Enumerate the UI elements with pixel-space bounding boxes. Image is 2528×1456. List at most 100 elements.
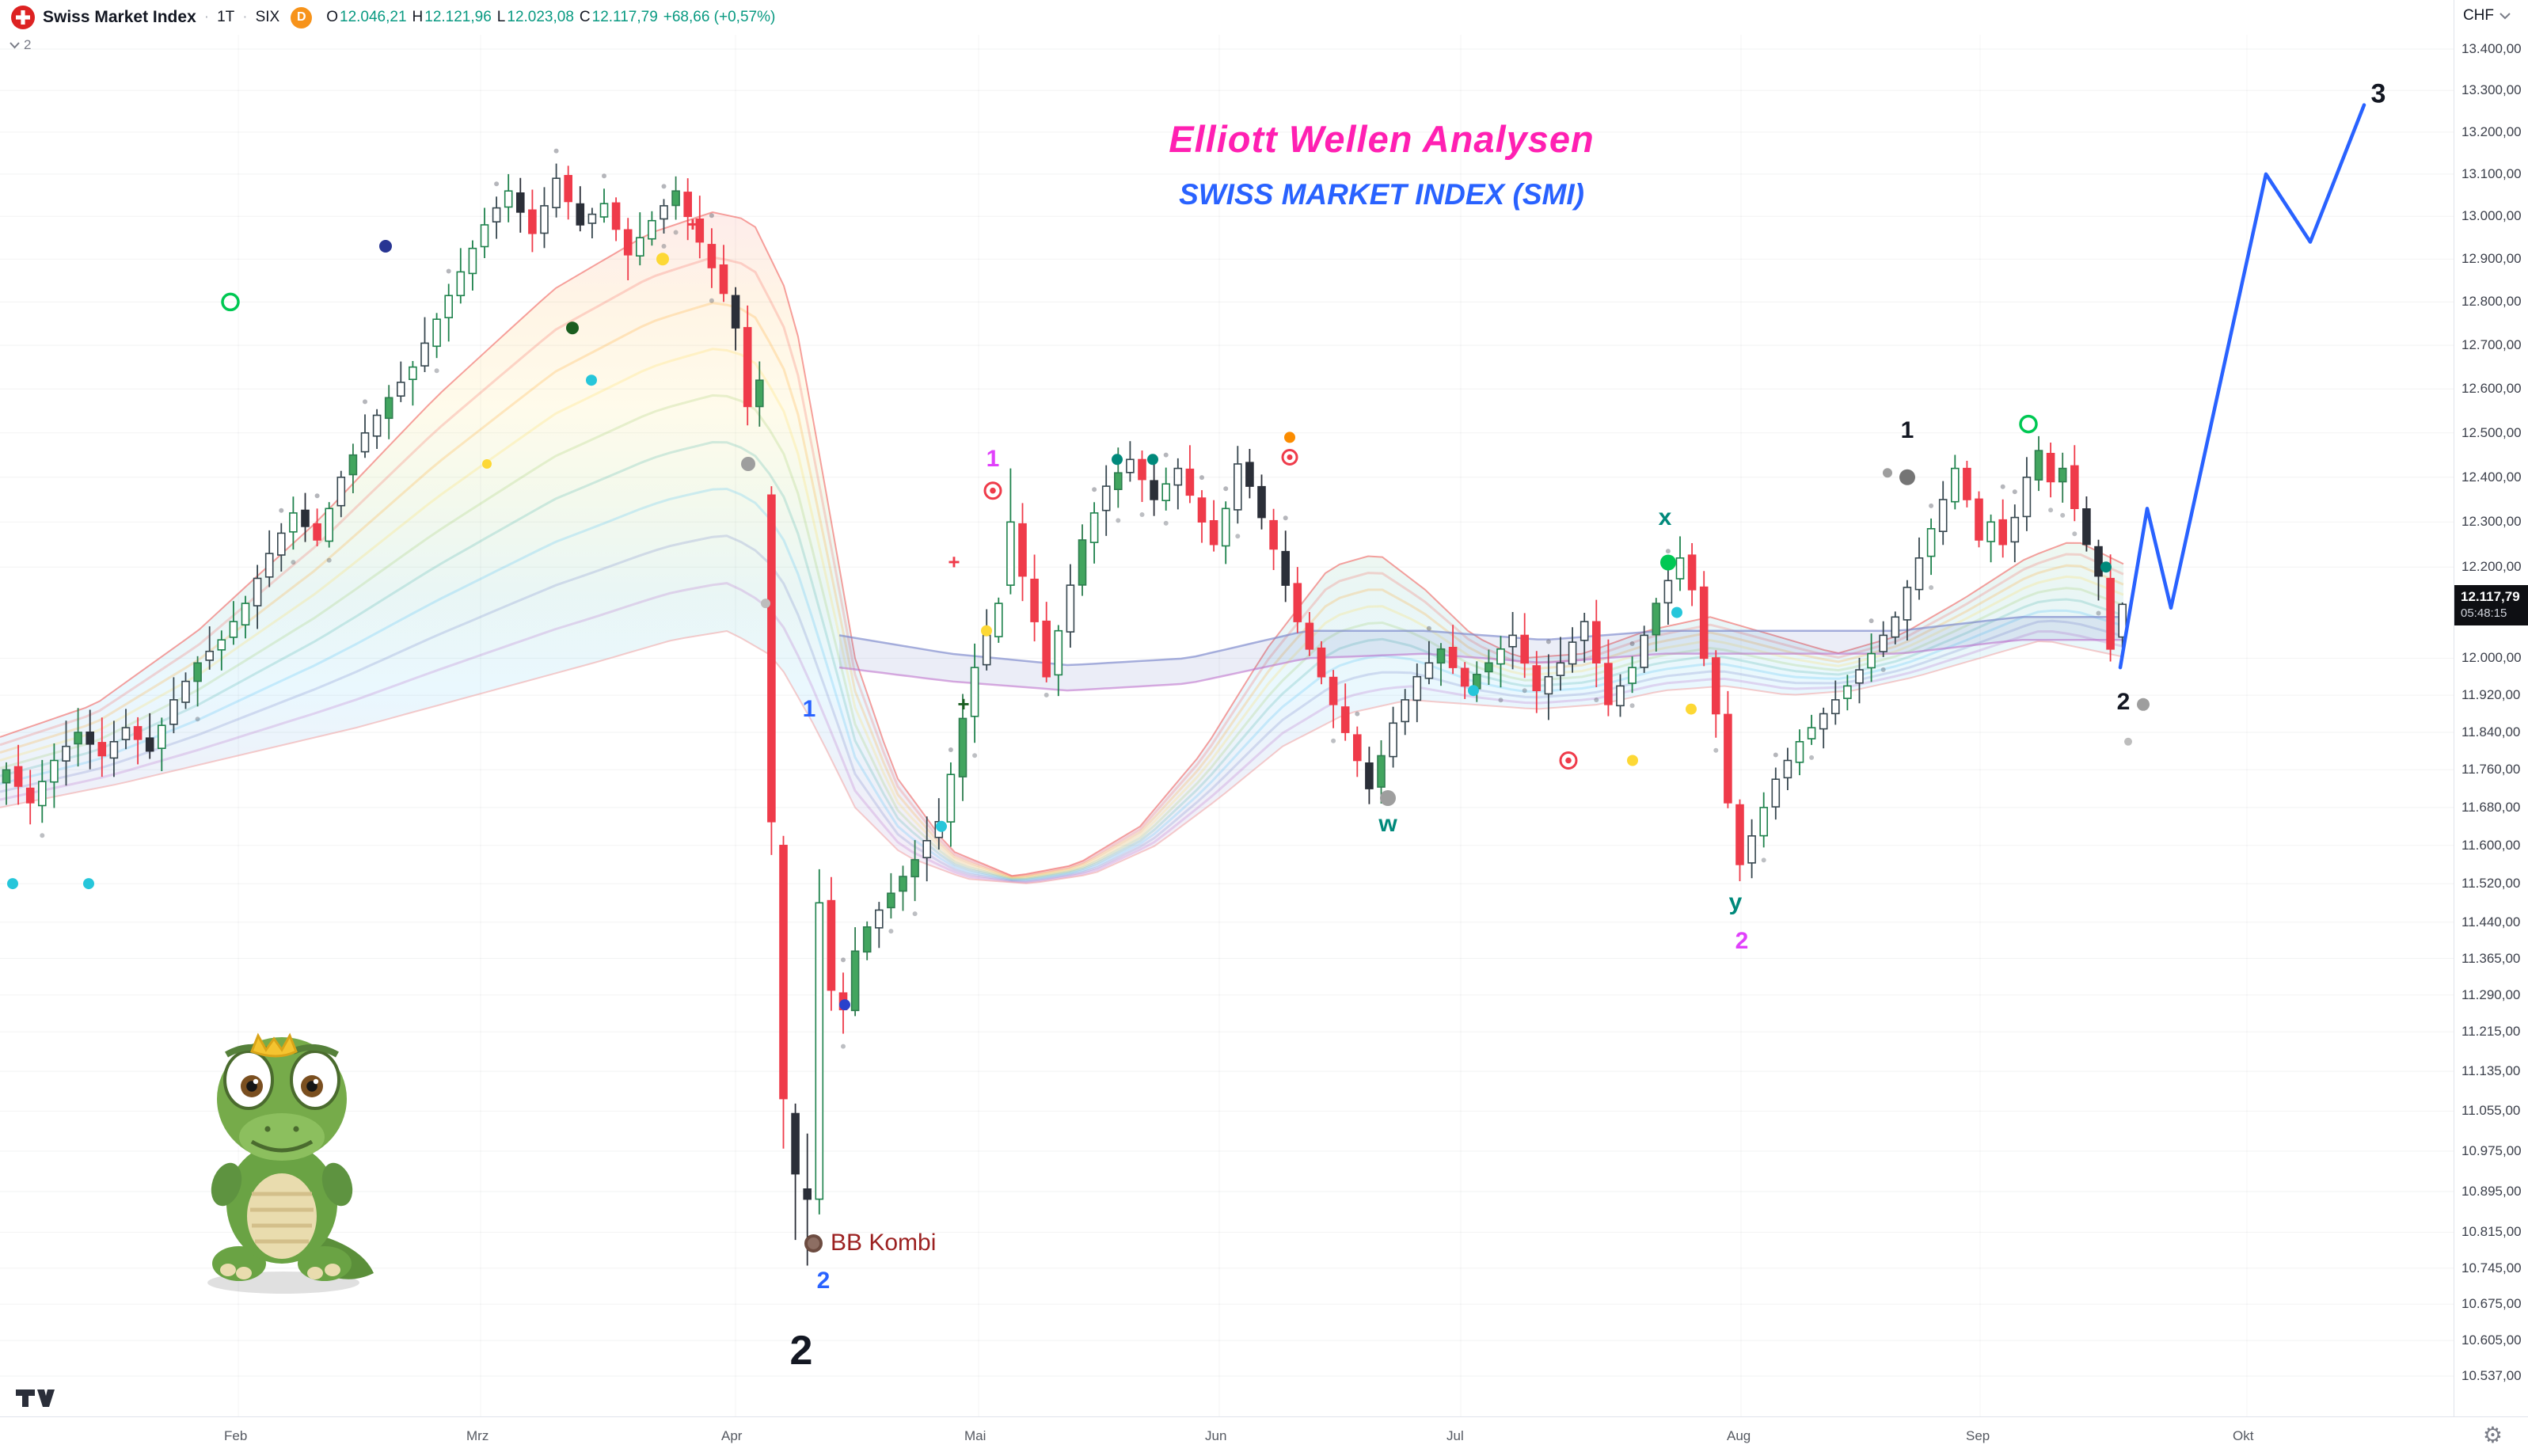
indicator-marker bbox=[1112, 454, 1123, 466]
high-value: 12.121,96 bbox=[424, 9, 492, 25]
wave-label-2[interactable]: 2 bbox=[1735, 928, 1749, 954]
price-axis-label: 11.290,00 bbox=[2461, 987, 2521, 1002]
price-axis-label: 12.300,00 bbox=[2461, 514, 2522, 529]
price-axis-label: 13.400,00 bbox=[2461, 41, 2522, 56]
wave-label-1[interactable]: 1 bbox=[802, 696, 816, 722]
price-axis-label: 11.680,00 bbox=[2461, 800, 2521, 815]
time-axis-label: Feb bbox=[224, 1428, 248, 1443]
time-axis-label: Mai bbox=[964, 1428, 986, 1443]
indicator-marker bbox=[1147, 454, 1158, 466]
indicator-marker bbox=[379, 240, 392, 253]
indicator-marker bbox=[2137, 698, 2150, 711]
price-axis-label: 10.815,00 bbox=[2461, 1224, 2522, 1239]
low-value: 12.023,08 bbox=[507, 9, 574, 25]
chart-title-annotation[interactable]: Elliott Wellen Analysen SWISS MARKET IND… bbox=[986, 117, 1777, 211]
indicator-marker bbox=[1284, 431, 1295, 443]
indicator-marker bbox=[656, 253, 669, 266]
indicator-marker bbox=[586, 374, 597, 386]
timeframe-badge: D bbox=[291, 6, 313, 29]
indicator-marker bbox=[221, 292, 240, 312]
currency-button[interactable]: CHF bbox=[2463, 7, 2511, 25]
close-label: C bbox=[579, 9, 591, 25]
indicator-marker bbox=[936, 820, 947, 832]
indicator-marker bbox=[1899, 469, 1915, 485]
time-axis-label: Sep bbox=[1966, 1428, 1990, 1443]
indicator-marker bbox=[1468, 685, 1479, 697]
currency-label: CHF bbox=[2462, 7, 2494, 24]
price-axis-label: 11.520,00 bbox=[2461, 876, 2521, 891]
symbol-name[interactable]: Swiss Market Index bbox=[43, 8, 196, 26]
price-axis-label: 11.365,00 bbox=[2461, 951, 2521, 966]
indicator-marker bbox=[1686, 703, 1697, 715]
exchange-label[interactable]: SIX bbox=[255, 9, 280, 25]
price-axis-label: 11.760,00 bbox=[2461, 762, 2521, 777]
indicator-marker bbox=[7, 878, 18, 890]
wave-label-2[interactable]: 2 bbox=[789, 1328, 813, 1374]
chart-title-line2[interactable]: SWISS MARKET INDEX (SMI) bbox=[1179, 178, 1584, 211]
wave-label-2[interactable]: 2 bbox=[2116, 689, 2131, 715]
ohlc-values: O 12.046,21 H 12.121,96 L 12.023,08 C 12.117… bbox=[326, 9, 775, 26]
indicator-marker bbox=[566, 321, 579, 335]
wave-label-y[interactable]: y bbox=[1728, 889, 1743, 915]
high-label: H bbox=[412, 9, 424, 25]
ma-ribbon bbox=[0, 212, 2123, 884]
indicator-marker bbox=[1883, 468, 1892, 478]
indicator-marker bbox=[2124, 737, 2132, 746]
current-price-value: 12.117,79 bbox=[2461, 589, 2520, 604]
price-axis-label: 11.440,00 bbox=[2461, 914, 2521, 929]
chart-title-line1[interactable]: Elliott Wellen Analysen bbox=[1169, 118, 1595, 160]
wave-label-1[interactable]: 1 bbox=[986, 446, 1000, 472]
indicator-marker bbox=[1559, 751, 1578, 770]
wave-label-2[interactable]: 2 bbox=[816, 1268, 831, 1294]
indicator-marker bbox=[1627, 755, 1638, 766]
indicator-marker bbox=[981, 625, 992, 637]
indicator-marker bbox=[2019, 414, 2038, 434]
price-axis-label: 11.600,00 bbox=[2461, 838, 2521, 853]
wave-label-3[interactable]: 3 bbox=[2370, 78, 2386, 109]
open-label: O bbox=[326, 9, 338, 25]
price-axis-label: 12.800,00 bbox=[2461, 294, 2522, 309]
price-axis-label: 13.100,00 bbox=[2461, 166, 2522, 181]
mascot-image bbox=[207, 1032, 374, 1294]
current-price-badge: 12.117,79 05:48:15 bbox=[2454, 585, 2528, 625]
indicator-marker: + bbox=[686, 212, 698, 236]
chart-settings-button[interactable]: ⚙ bbox=[2483, 1422, 2503, 1448]
gear-icon: ⚙ bbox=[2482, 1422, 2503, 1448]
price-axis-label: 10.605,00 bbox=[2461, 1332, 2522, 1348]
indicator-marker: + bbox=[948, 550, 960, 574]
legend-count: 2 bbox=[24, 37, 32, 52]
wave-label-x[interactable]: x bbox=[1658, 504, 1672, 530]
indicator-marker bbox=[741, 457, 755, 471]
price-axis-label: 12.900,00 bbox=[2461, 251, 2522, 266]
indicator-marker bbox=[1281, 449, 1298, 466]
symbol-header: Swiss Market Index · 1T · SIX D O 12.046,… bbox=[0, 0, 2441, 35]
tradingview-logo[interactable] bbox=[14, 1387, 55, 1413]
legend-collapse-button[interactable]: 2 bbox=[10, 37, 31, 53]
chevron-down-icon bbox=[10, 41, 20, 48]
symbol-logo bbox=[11, 6, 35, 29]
price-axis[interactable]: 13.400,00 13.300,00 13.200,00 13.100,00 13.0… bbox=[2454, 0, 2528, 1417]
indicator-marker bbox=[839, 999, 850, 1011]
price-axis-label: 13.200,00 bbox=[2461, 124, 2522, 139]
time-axis-label: Aug bbox=[1727, 1428, 1751, 1443]
indicator-marker bbox=[983, 481, 1002, 500]
time-axis[interactable]: Feb Mrz Apr Mai Jun Jul Aug Sep Okt bbox=[0, 1416, 2528, 1456]
interval-label[interactable]: 1T bbox=[217, 9, 235, 25]
low-label: L bbox=[496, 9, 506, 25]
wave-label-w[interactable]: w bbox=[1378, 811, 1397, 837]
wave-label-1[interactable]: 1 bbox=[1900, 417, 1914, 443]
time-axis-label: Okt bbox=[2233, 1428, 2254, 1443]
price-axis-label: 12.700,00 bbox=[2461, 337, 2522, 352]
price-axis-label: 10.975,00 bbox=[2461, 1143, 2522, 1158]
bb-kombi-dot-icon bbox=[804, 1234, 823, 1253]
separator: · bbox=[242, 9, 248, 25]
bb-kombi-annotation[interactable]: BB Kombi bbox=[804, 1230, 936, 1256]
close-value: 12.117,79 bbox=[591, 9, 658, 25]
price-axis-label: 12.600,00 bbox=[2461, 381, 2522, 396]
elliott-projection-line[interactable] bbox=[2118, 103, 2366, 670]
time-axis-label: Apr bbox=[721, 1428, 743, 1443]
price-axis-label: 10.537,00 bbox=[2461, 1368, 2522, 1383]
time-axis-label: Jul bbox=[1446, 1428, 1464, 1443]
price-axis-label: 10.675,00 bbox=[2461, 1296, 2522, 1311]
